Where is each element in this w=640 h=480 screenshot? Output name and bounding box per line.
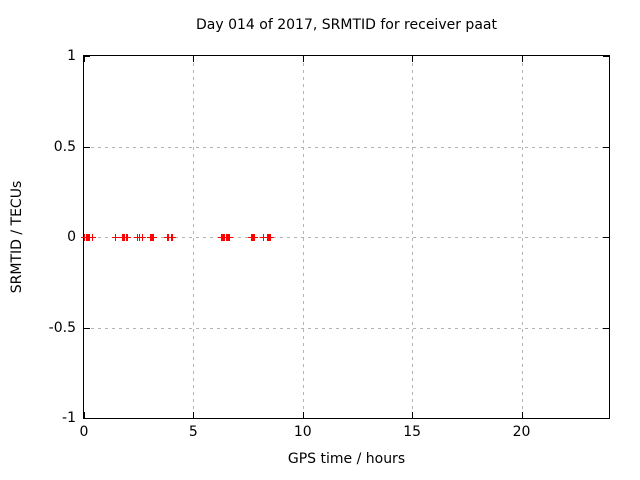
- y-tick-mark: [84, 56, 90, 57]
- x-tick-mark-top: [521, 56, 523, 62]
- x-tick-label: 0: [79, 424, 89, 440]
- plot-area: [81, 55, 610, 419]
- gridline-y: [84, 237, 609, 238]
- gridline-y: [84, 146, 609, 148]
- data-point-marker: [169, 234, 177, 241]
- y-tick-mark-right: [603, 237, 609, 238]
- y-tick-mark-right: [603, 327, 609, 329]
- data-point-marker: [88, 234, 96, 241]
- x-tick-label: 15: [403, 424, 422, 440]
- y-tick-mark-right: [603, 56, 609, 57]
- data-point-marker: [250, 234, 258, 241]
- x-tick-mark-top: [302, 56, 304, 62]
- x-tick-label: 20: [512, 424, 531, 440]
- data-point-marker: [111, 234, 119, 241]
- x-tick-mark-top: [412, 56, 414, 62]
- x-tick-mark: [84, 412, 85, 418]
- x-tick-mark: [521, 412, 523, 418]
- y-tick-mark: [84, 418, 90, 419]
- y-tick-label: -0.5: [48, 319, 76, 336]
- data-point-marker: [138, 234, 146, 241]
- data-point-marker: [267, 234, 275, 241]
- x-tick-label: 5: [188, 424, 198, 440]
- chart-title: Day 014 of 2017, SRMTID for receiver paa…: [196, 17, 497, 33]
- x-tick-mark-top: [84, 56, 85, 62]
- y-tick-label: 0: [67, 229, 76, 245]
- x-tick-mark: [412, 412, 414, 418]
- gridline-y: [84, 327, 609, 329]
- data-point-marker: [150, 234, 158, 241]
- x-tick-mark: [193, 412, 195, 418]
- y-tick-label: 0.5: [53, 138, 76, 155]
- y-tick-label: -1: [62, 410, 76, 426]
- x-tick-mark-top: [193, 56, 195, 62]
- x-tick-label: 10: [293, 424, 312, 440]
- y-tick-mark: [84, 327, 90, 329]
- y-tick-mark: [84, 146, 90, 148]
- data-point-marker: [226, 234, 234, 241]
- x-tick-mark: [302, 412, 304, 418]
- y-tick-mark-right: [603, 146, 609, 148]
- data-point-marker: [123, 234, 131, 241]
- y-tick-label: 1: [67, 48, 76, 64]
- y-tick-mark-right: [603, 418, 609, 419]
- x-axis-label: GPS time / hours: [287, 451, 406, 467]
